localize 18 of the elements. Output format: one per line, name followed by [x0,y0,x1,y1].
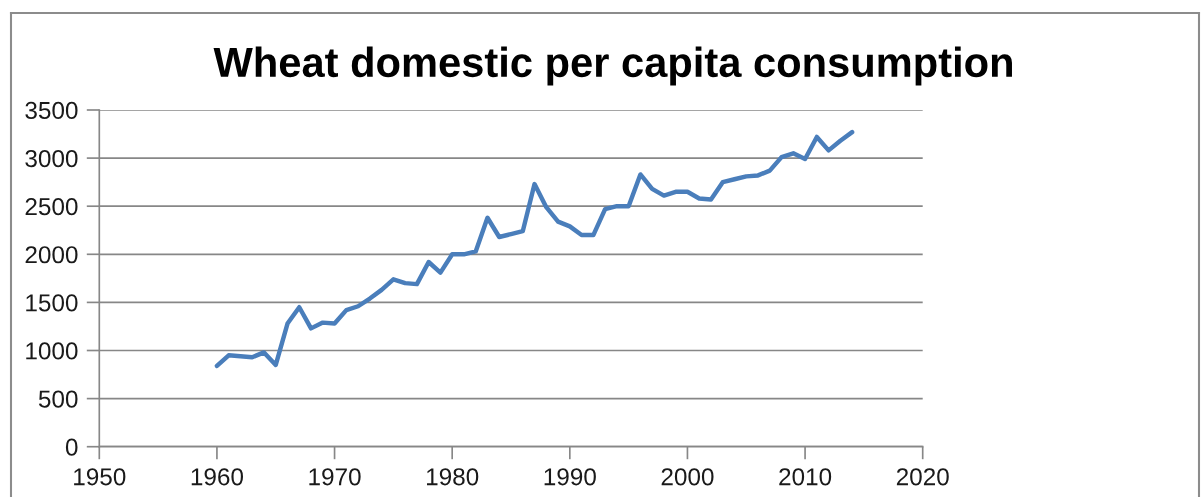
y-tick-label: 1500 [26,294,78,312]
x-tick-label: 2000 [661,468,714,486]
y-tick-label: 2000 [25,246,78,264]
x-tick-label: 1990 [544,468,596,486]
x-tick-label: 1980 [427,468,479,486]
y-tick-label: 3500 [25,101,78,120]
y-tick-label: 1000 [26,342,78,360]
x-tick-label: 2010 [779,468,832,486]
x-tick-label: 2020 [896,468,949,486]
y-tick-label: 2500 [25,198,78,216]
y-tick-label: 3000 [25,149,78,168]
y-tick-label: 500 [38,390,78,408]
x-tick-label: 1950 [74,468,126,486]
x-tick-label: 1960 [191,468,244,486]
x-tick-label: 1970 [309,468,361,486]
chart-title: Wheat domestic per capita consumption [213,46,1012,86]
line-series [214,129,855,369]
y-tick-label: 0 [65,438,78,456]
